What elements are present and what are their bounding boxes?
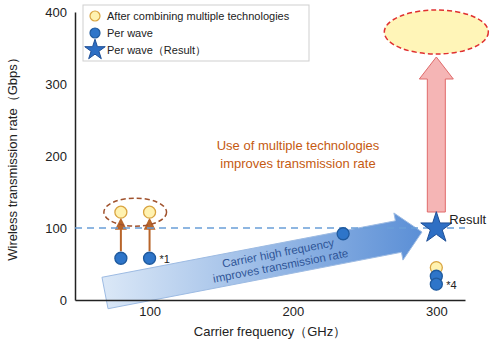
y-tick-label: 100 <box>45 221 67 236</box>
legend: After combining multiple technologies Per… <box>83 5 309 61</box>
data-point <box>115 206 127 218</box>
y-tick: 300 <box>45 77 75 92</box>
y-tick-label: 200 <box>45 149 67 164</box>
x-axis: 100 200 300 <box>76 300 466 319</box>
data-point <box>144 252 156 264</box>
y-tick: 400 <box>45 5 75 20</box>
legend-item: Per wave <box>90 27 153 39</box>
annotation-text: improves transmission rate <box>212 247 349 285</box>
y-tick-label: 300 <box>45 77 67 92</box>
legend-marker <box>90 28 100 38</box>
x-tick-label: 300 <box>426 304 448 319</box>
plot-marks <box>75 206 465 290</box>
y-tick: 0 <box>60 293 75 308</box>
y-tick-label: 0 <box>60 293 67 308</box>
x-tick: 100 <box>139 300 161 319</box>
gain-arrow <box>149 220 151 251</box>
data-point <box>144 206 156 218</box>
data-point <box>115 252 127 264</box>
annotation-text: improves transmission rate <box>220 156 375 171</box>
annotation-text: Use of multiple technologies <box>217 138 380 153</box>
x-tick: 300 <box>426 300 448 319</box>
data-point <box>421 212 452 242</box>
legend-item: After combining multiple technologies <box>90 10 290 22</box>
y-axis-title: Wireless transmission rate（Gbps） <box>5 51 20 261</box>
legend-marker <box>85 39 105 58</box>
x-tick-label: 100 <box>139 304 161 319</box>
target-ellipse <box>384 10 488 54</box>
point-label: *1 <box>160 253 170 265</box>
legend-label: Per wave（Result） <box>107 44 206 56</box>
legend-item: Per wave（Result） <box>85 39 206 58</box>
legend-label: After combining multiple technologies <box>107 10 290 22</box>
point-label: Result <box>449 212 486 227</box>
chart: 100 200 300 0 100 200 300 400 Carrier frequency（… <box>0 0 500 346</box>
annotations: Use of multiple technologies improves tra… <box>212 138 380 285</box>
y-axis-line <box>75 13 77 301</box>
data-point <box>430 278 442 290</box>
point-labels: *1 *4 Result <box>160 212 487 291</box>
legend-marker <box>90 11 100 21</box>
group-ellipse <box>104 198 167 226</box>
x-axis-line <box>76 300 466 302</box>
y-tick: 200 <box>45 149 75 164</box>
x-axis-title: Carrier frequency（GHz） <box>194 324 346 339</box>
y-axis: 0 100 200 300 400 <box>45 5 75 308</box>
legend-label: Per wave <box>107 27 153 39</box>
point-label: *4 <box>446 279 456 291</box>
reference-line <box>75 227 465 229</box>
x-tick-label: 200 <box>283 304 305 319</box>
improvement-arrow <box>419 57 453 212</box>
y-tick-label: 400 <box>45 5 67 20</box>
data-point <box>337 228 349 240</box>
x-tick: 200 <box>283 300 305 319</box>
legend-box <box>83 5 309 61</box>
y-tick: 100 <box>45 221 75 236</box>
